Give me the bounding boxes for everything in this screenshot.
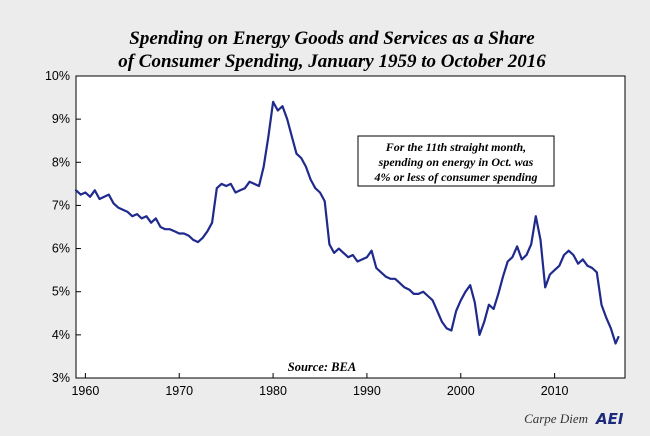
annotation-frame	[357, 135, 555, 187]
x-tick-label: 1970	[165, 384, 193, 398]
footer-blog-name: Carpe Diem	[524, 411, 588, 426]
annotation-line-1: For the 11th straight month,	[385, 140, 526, 154]
source-note: Source: BEA	[288, 360, 356, 374]
y-tick-label: 3%	[52, 371, 70, 385]
y-tick-label: 4%	[52, 328, 70, 342]
y-tick-label: 6%	[52, 242, 70, 256]
energy-share-line	[74, 100, 620, 345]
y-tick-label: 7%	[52, 198, 70, 212]
y-tick-label: 9%	[52, 112, 70, 126]
annotation-box: For the 11th straight month, spending on…	[357, 135, 555, 187]
x-tick-label: 1960	[71, 384, 99, 398]
y-tick-label: 10%	[45, 69, 70, 83]
x-tick-label: 2000	[447, 384, 475, 398]
y-axis: 3% 4% 5% 6% 7% 8% 9% 10%	[45, 69, 81, 385]
y-tick-label: 5%	[52, 285, 70, 299]
chart-title-line-2: of Consumer Spending, January 1959 to Oc…	[118, 51, 546, 72]
x-tick-label: 1980	[259, 384, 287, 398]
series-group	[74, 100, 620, 345]
x-axis: 1960 1970 1980 1990 2000 2010	[71, 373, 569, 398]
annotation-line-3: 4% or less of consumer spending	[373, 170, 537, 184]
x-tick-label: 1990	[353, 384, 381, 398]
aei-logo: AEI	[595, 410, 624, 428]
plot-area	[75, 75, 626, 379]
x-tick-label: 2010	[541, 384, 569, 398]
y-tick-label: 8%	[52, 155, 70, 169]
chart-title-line-1: Spending on Energy Goods and Services as…	[129, 28, 535, 49]
annotation-line-2: spending on energy in Oct. was	[378, 155, 534, 169]
